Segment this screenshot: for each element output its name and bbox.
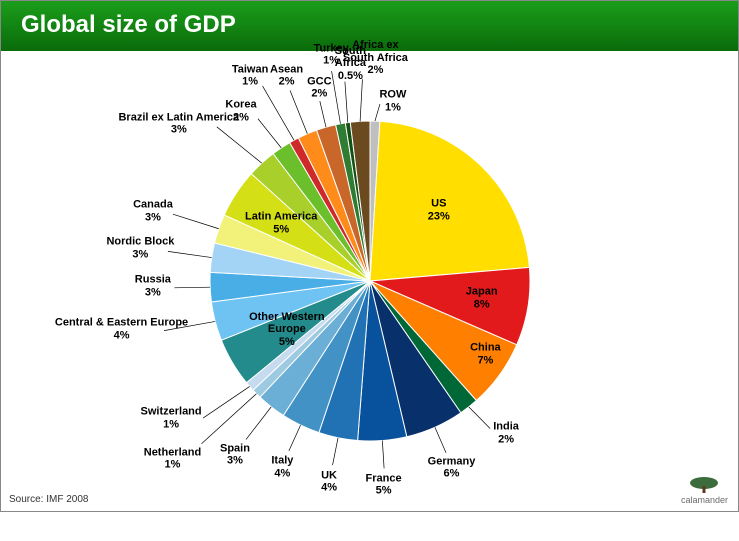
slice-label: ROW1%	[379, 88, 406, 113]
leader-line	[290, 91, 307, 134]
slice-label: Switzerland1%	[141, 405, 202, 430]
leader-line	[468, 407, 489, 429]
leader-line	[382, 441, 384, 469]
tree-icon	[684, 476, 724, 494]
slice-label: GCC2%	[307, 75, 331, 100]
leader-line	[434, 427, 445, 452]
leader-line	[344, 82, 347, 123]
leader-line	[245, 407, 270, 440]
slice-label: US23%	[428, 197, 450, 222]
slice-label: Other WesternEurope5%	[249, 311, 325, 349]
slice-label: Japan8%	[466, 285, 498, 310]
slice-label: Russia3%	[135, 274, 171, 299]
brand-logo: calamander	[681, 476, 728, 505]
leader-line	[319, 101, 325, 127]
leader-line	[360, 79, 362, 121]
slice-label: China7%	[470, 342, 501, 367]
slice-label: Spain3%	[220, 442, 250, 467]
slice-label: Netherland1%	[144, 446, 201, 471]
slice-label: Latin America5%	[245, 210, 317, 235]
slice-label: Asean2%	[270, 63, 303, 88]
chart-area: ROW1% US23% Japan8% China7% India2% Germany6%…	[1, 61, 738, 481]
slice-label: Germany6%	[428, 455, 476, 480]
leader-line	[172, 214, 218, 229]
leader-line	[332, 438, 337, 465]
slice-label: Italy4%	[271, 455, 293, 480]
slice-label: Nordic Block3%	[106, 236, 174, 261]
leader-line	[203, 386, 250, 418]
slice-label: Brazil ex Latin America3%	[118, 111, 239, 136]
slice-label: France5%	[366, 472, 402, 497]
slice-label: Africa exSouth Africa2%	[343, 39, 408, 77]
slice-label: Canada3%	[133, 199, 173, 224]
leader-line	[288, 425, 300, 451]
leader-line	[257, 119, 280, 148]
slice-label: Central & Eastern Europe4%	[55, 316, 188, 341]
slice-label: Korea2%	[225, 99, 256, 124]
source-text: Source: IMF 2008	[9, 494, 88, 505]
leader-line	[174, 287, 210, 288]
brand-text: calamander	[681, 495, 728, 505]
leader-line	[262, 86, 293, 140]
slice-label: UK4%	[321, 469, 337, 494]
slice-label: Taiwan1%	[232, 63, 268, 88]
slice-label: India2%	[493, 420, 519, 445]
